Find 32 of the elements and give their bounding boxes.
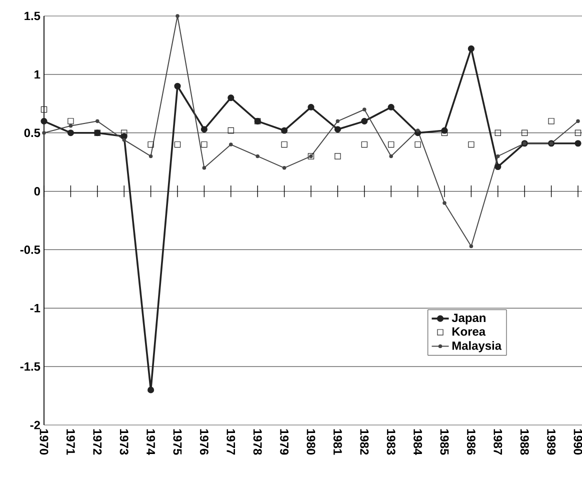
x-tick-label: 1976 [200, 429, 208, 455]
x-tick-label: 1975 [173, 429, 182, 455]
x-tick-label: 1984 [414, 429, 422, 456]
x-tick-label: 1978 [253, 429, 262, 455]
y-tick-label: 1 [34, 70, 40, 79]
x-tick-label: 1973 [120, 429, 128, 455]
x-tick-label: 1988 [520, 429, 529, 455]
x-tick-label: 1970 [40, 429, 48, 455]
x-tick-label: 1974 [146, 429, 156, 456]
x-tick-label: 1971 [66, 429, 75, 455]
y-tick-label: -0.5 [20, 245, 40, 254]
x-tick-label: 1982 [360, 429, 369, 455]
x-tick-label: 1987 [494, 429, 502, 455]
x-tick-label: 1979 [280, 429, 289, 455]
legend-label: Korea [452, 327, 486, 336]
legend-label: Japan [452, 314, 486, 324]
x-tick-label: 1972 [93, 429, 102, 455]
x-tick-label: 1990 [574, 429, 582, 455]
y-tick-label: 1.5 [24, 12, 40, 20]
y-tick-label: -1.5 [20, 362, 40, 371]
x-tick-label: 1985 [440, 429, 449, 455]
y-tick-label: -1 [30, 304, 40, 312]
legend-label: Malaysia [452, 341, 502, 352]
x-tick-label: 1983 [386, 429, 396, 455]
x-tick-label: 1981 [333, 429, 342, 455]
x-tick-label: 1989 [547, 429, 556, 455]
x-tick-label: 1977 [226, 429, 236, 455]
y-tick-label: 0.5 [24, 128, 40, 138]
y-tick-label: -2 [30, 420, 40, 430]
x-tick-label: 1980 [306, 429, 316, 455]
y-tick-label: 0 [34, 187, 40, 196]
x-tick-label: 1986 [466, 429, 476, 455]
